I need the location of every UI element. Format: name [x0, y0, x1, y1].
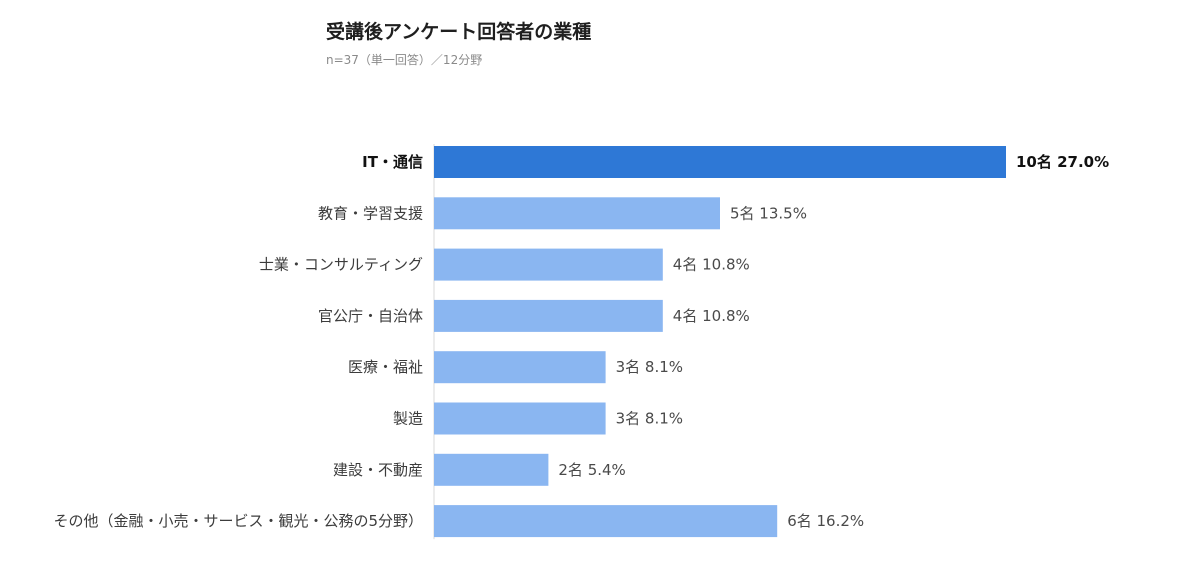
bar — [434, 299, 663, 332]
bar — [434, 351, 606, 384]
data-label: 2名 5.4% — [558, 461, 625, 479]
data-label: 3名 8.1% — [616, 358, 683, 376]
category-label: 官公庁・自治体 — [318, 307, 423, 325]
chart-subtitle: n=37（単一回答）／12分野 — [326, 52, 482, 67]
category-label: その他（金融・小売・サービス・観光・公務の5分野） — [53, 512, 423, 530]
category-label: 建設・不動産 — [333, 461, 423, 479]
bar — [434, 146, 1006, 178]
data-label: 10名 27.0% — [1016, 153, 1109, 171]
bar — [434, 248, 663, 281]
bar — [434, 197, 720, 230]
bar — [434, 402, 606, 435]
data-label: 4名 10.8% — [673, 256, 750, 274]
plot-area: IT・通信 10名 27.0% 教育・学習支援 5名 13.5% 士業・コンサルティング… — [53, 144, 1109, 540]
chart-title: 受講後アンケート回答者の業種 — [326, 20, 591, 43]
category-label: 士業・コンサルティング — [259, 256, 423, 274]
category-label: 製造 — [393, 410, 423, 428]
bar — [434, 453, 549, 486]
bar — [434, 505, 778, 538]
data-label: 5名 13.5% — [730, 204, 807, 222]
category-label: 教育・学習支援 — [318, 204, 423, 222]
category-label: 医療・福祉 — [348, 358, 423, 376]
data-label: 3名 8.1% — [616, 410, 683, 428]
data-label: 4名 10.8% — [673, 307, 750, 325]
data-label: 6名 16.2% — [787, 512, 864, 530]
category-label: IT・通信 — [362, 153, 423, 171]
